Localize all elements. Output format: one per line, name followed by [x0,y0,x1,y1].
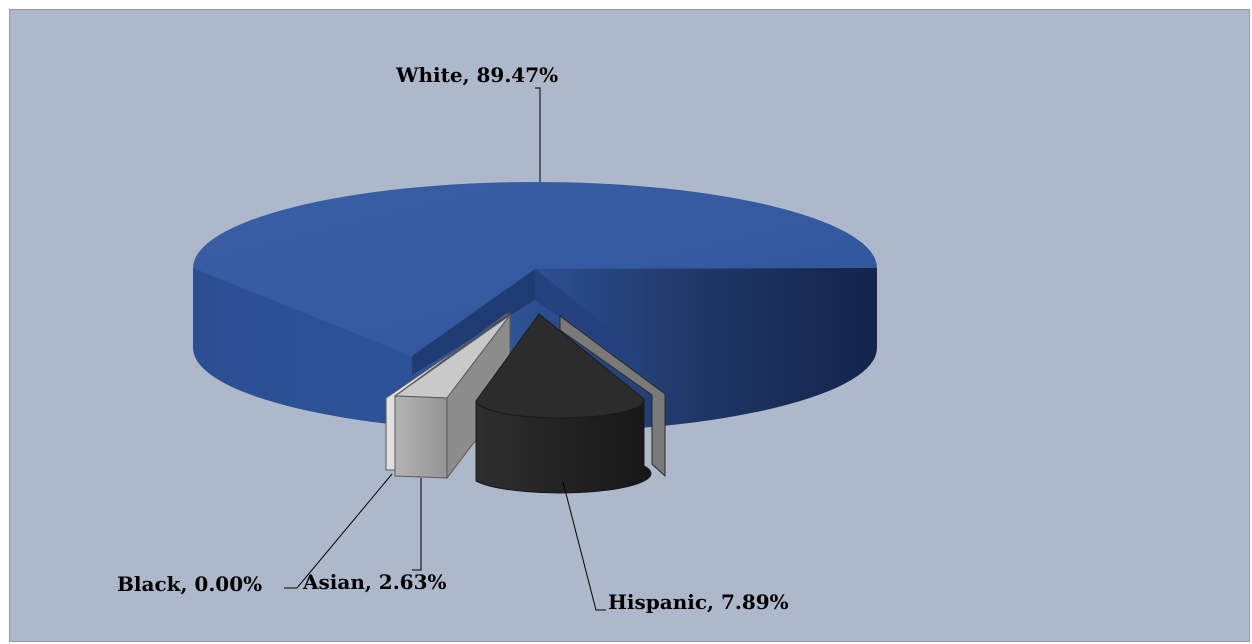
white-slice-inner-wall-right [535,269,640,372]
hispanic-slice-front [475,398,652,494]
pie-chart: White, 89.47% Black, 0.00% Asian, 2.63% … [10,10,1249,641]
chart-area: White, 89.47% Black, 0.00% Asian, 2.63% … [9,9,1250,642]
leader-lines [284,87,606,611]
white-slice-inner-wall [412,269,535,375]
asian-slice-front [394,395,448,479]
pie-slice-asian[interactable] [393,313,511,480]
data-label-asian: Asian, 2.63% [302,570,447,594]
data-label-white: White, 89.47% [395,63,558,87]
leader-line-hispanic [562,481,606,611]
data-label-black: Black, 0.00% [117,572,262,596]
leader-line-white [535,87,541,182]
leader-line-black [284,473,393,589]
data-label-hispanic: Hispanic, 7.89% [608,590,789,614]
pie-slice-hispanic[interactable] [475,313,666,494]
hispanic-slice-shadow-wall [559,315,666,478]
leader-line-asian [412,478,422,571]
